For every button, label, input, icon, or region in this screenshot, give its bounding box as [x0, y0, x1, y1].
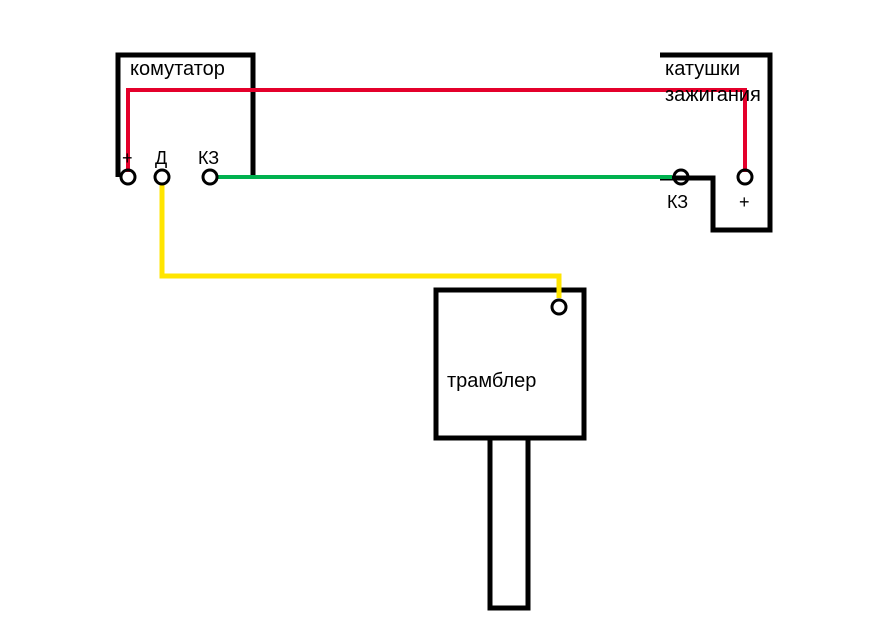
- commutator-terminal-1: [155, 170, 169, 184]
- commutator-label: комутатор: [130, 58, 225, 81]
- coil-pin-kz-label: КЗ: [667, 192, 688, 213]
- distributor-label: трамблер: [447, 370, 536, 393]
- red-wire: [128, 90, 745, 172]
- yellow-wire: [162, 185, 559, 298]
- wires: [128, 90, 745, 298]
- coil-pin-plus-label: +: [739, 192, 750, 213]
- distributor-block: [436, 290, 584, 608]
- coil-terminal-1: [738, 170, 752, 184]
- distributor-terminal-0: [552, 300, 566, 314]
- commutator-terminal-2: [203, 170, 217, 184]
- commutator-pin-plus-label: +: [122, 148, 133, 169]
- commutator-pin-d-label: Д: [155, 148, 167, 169]
- coil-label-line2: зажигания: [665, 84, 761, 107]
- commutator-pin-kz-label: КЗ: [198, 148, 219, 169]
- commutator-terminal-0: [121, 170, 135, 184]
- coil-label-line1: катушки: [665, 58, 740, 81]
